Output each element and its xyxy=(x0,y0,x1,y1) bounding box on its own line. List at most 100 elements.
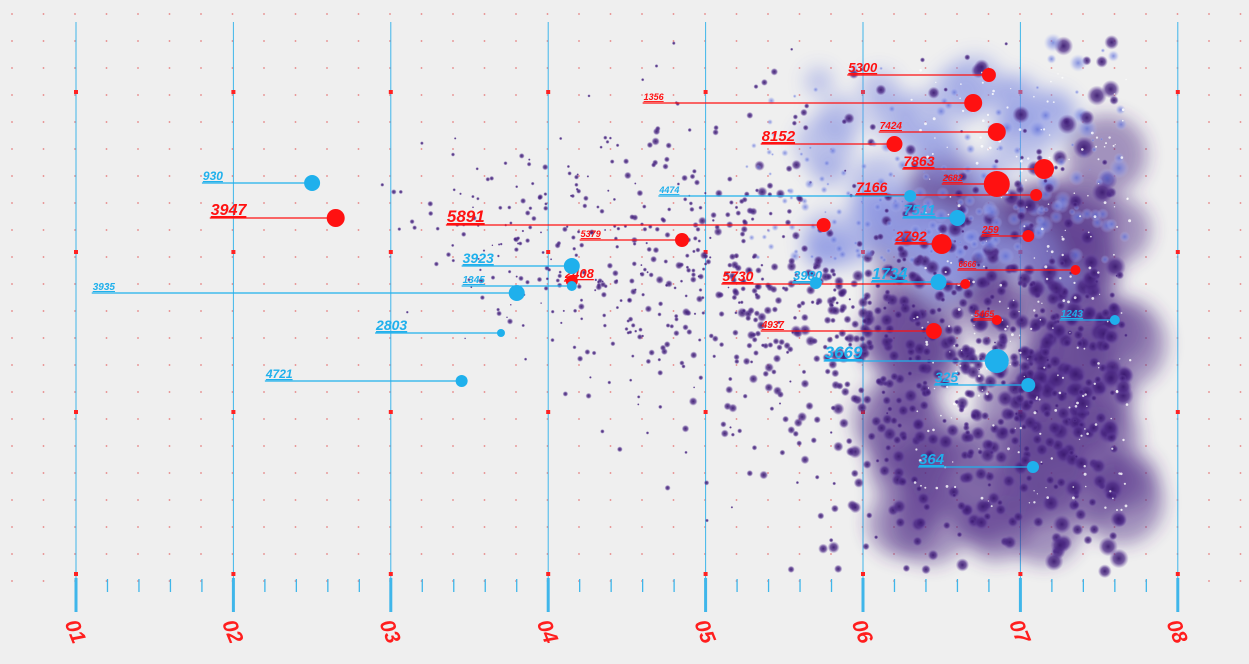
cloud-point xyxy=(705,258,712,265)
grid-dot xyxy=(74,148,76,150)
cloud-point xyxy=(981,236,998,253)
grid-dot xyxy=(294,499,297,501)
grid-dot xyxy=(200,445,202,447)
cloud-point xyxy=(682,324,689,331)
cloud-point xyxy=(663,156,670,163)
cloud-point xyxy=(1109,444,1119,454)
cloud-point xyxy=(828,234,839,245)
grid-dot xyxy=(578,67,580,69)
grid-dot xyxy=(357,67,360,69)
cloud-point xyxy=(915,381,923,390)
cloud-point xyxy=(955,558,970,572)
cloud-spark xyxy=(1124,504,1128,508)
cloud-point xyxy=(1017,348,1022,353)
grid-dot xyxy=(452,175,454,177)
cloud-point xyxy=(936,307,942,313)
cloud-point xyxy=(608,136,613,140)
grid-dot xyxy=(609,94,612,96)
grid-dot xyxy=(420,364,423,366)
grid-dot xyxy=(200,13,202,15)
cloud-spark xyxy=(1052,327,1054,329)
cloud-point xyxy=(911,417,925,432)
grid-dot xyxy=(326,202,328,204)
cloud-point xyxy=(497,243,501,246)
grid-dot xyxy=(830,499,832,501)
cloud-point xyxy=(1107,50,1120,62)
cloud-point xyxy=(888,349,901,362)
cloud-spark xyxy=(1076,346,1079,349)
cloud-point xyxy=(843,315,852,324)
cloud-point xyxy=(982,391,995,403)
cloud-point xyxy=(690,272,697,278)
cloud-point xyxy=(1059,260,1066,266)
cloud-point xyxy=(767,243,775,251)
cloud-point xyxy=(792,430,799,437)
grid-dot xyxy=(609,391,612,393)
cloud-point xyxy=(619,298,623,303)
grid-dot xyxy=(1239,283,1242,285)
cloud-point xyxy=(922,170,926,174)
cloud-point xyxy=(531,215,537,222)
grid-dot xyxy=(672,67,675,69)
cloud-point xyxy=(958,240,962,244)
grid-dot xyxy=(11,121,13,123)
grid-dot xyxy=(515,472,517,474)
grid-dot xyxy=(294,391,297,393)
cloud-point xyxy=(745,164,749,169)
cloud-point xyxy=(572,246,577,251)
cloud-point xyxy=(979,447,996,463)
cloud-point xyxy=(860,200,864,204)
cloud-point xyxy=(405,310,409,314)
grid-dot xyxy=(263,418,265,420)
cloud-point xyxy=(850,469,859,478)
data-point xyxy=(930,274,947,290)
cloud-spark xyxy=(1120,312,1123,314)
cloud-point xyxy=(679,279,684,283)
grid-dot xyxy=(11,67,13,69)
cloud-point xyxy=(770,285,778,294)
grid-dot xyxy=(357,148,360,150)
cloud-point xyxy=(878,254,885,261)
cloud-spark xyxy=(934,137,936,139)
cloud-point xyxy=(739,277,747,285)
cloud-point xyxy=(742,357,751,366)
cloud-spark xyxy=(1018,334,1021,336)
cloud-point xyxy=(937,223,949,235)
cloud-point xyxy=(584,349,591,355)
cloud-spark xyxy=(1046,496,1049,499)
cloud-spark xyxy=(1052,101,1055,103)
cloud-point xyxy=(994,450,1009,464)
cloud-point xyxy=(1035,442,1049,457)
cloud-point xyxy=(950,306,965,321)
cloud-point xyxy=(602,313,607,318)
cloud-spark xyxy=(986,113,990,116)
cloud-point xyxy=(720,421,727,428)
cloud-point xyxy=(628,278,635,284)
grid-dot xyxy=(357,364,360,366)
marker-label: 7424 xyxy=(880,121,903,132)
cloud-spark xyxy=(955,370,958,373)
cloud-point xyxy=(997,247,1015,265)
cloud-point xyxy=(817,512,825,520)
grid-dot xyxy=(74,526,76,528)
cloud-point xyxy=(795,480,800,485)
cloud-point xyxy=(799,152,804,157)
cloud-point xyxy=(955,371,961,376)
cloud-spark xyxy=(1046,250,1048,252)
cloud-point xyxy=(536,276,543,283)
cloud-point xyxy=(1124,333,1128,338)
grid-dot xyxy=(357,526,360,528)
grid-dot xyxy=(483,553,486,555)
cloud-point xyxy=(885,293,900,307)
cloud-point xyxy=(1018,344,1032,358)
grid-dot xyxy=(326,40,328,42)
cloud-point xyxy=(885,247,892,254)
cloud-spark xyxy=(1129,359,1132,362)
cloud-point xyxy=(728,200,734,205)
grid-dot xyxy=(1208,553,1210,555)
grid-dot xyxy=(42,67,45,69)
cloud-point xyxy=(1101,159,1108,166)
cloud-point xyxy=(787,565,795,574)
cloud-point xyxy=(800,108,808,117)
cloud-point xyxy=(543,285,549,291)
